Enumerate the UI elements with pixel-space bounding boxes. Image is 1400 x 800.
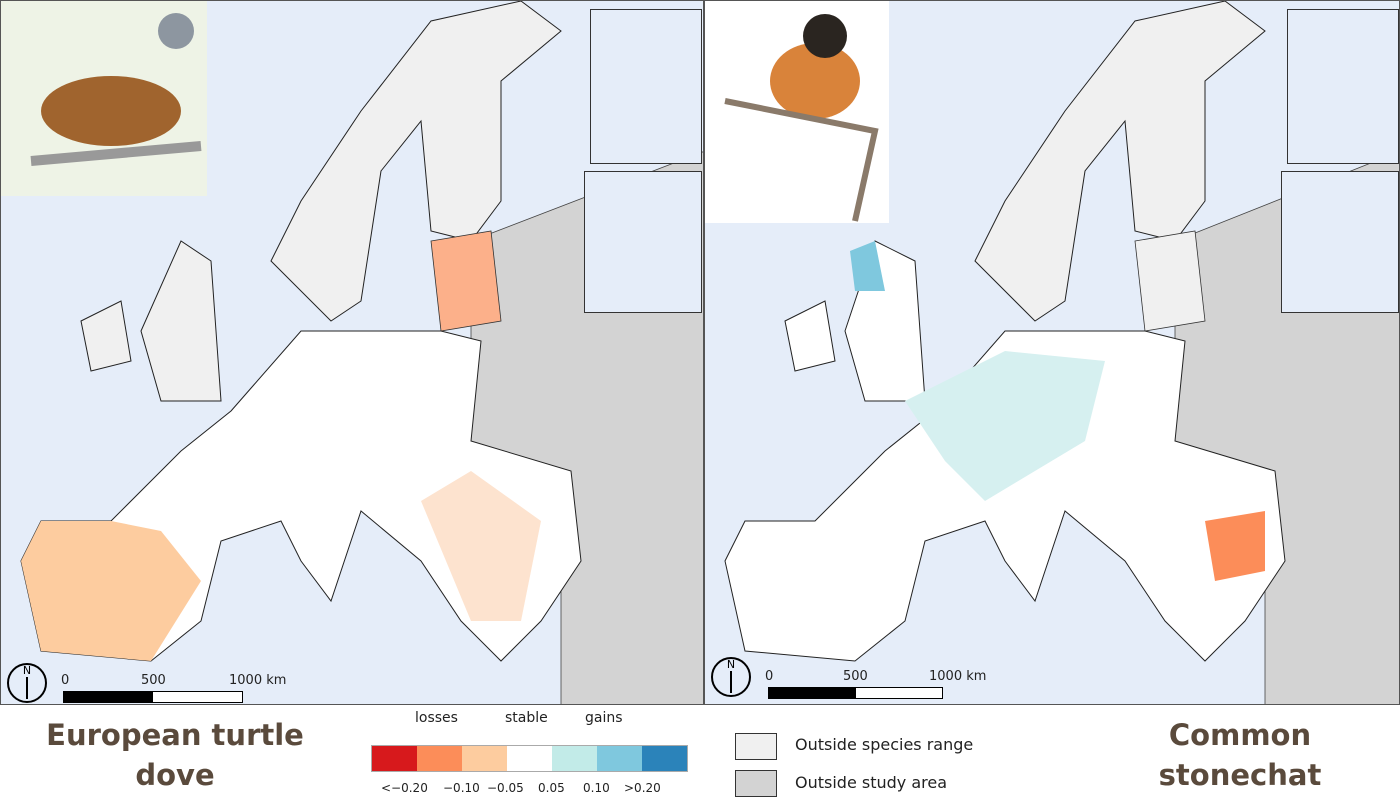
map-panel-stonechat: N 0 500 1000 km bbox=[704, 0, 1400, 705]
baltic-states bbox=[430, 230, 502, 332]
british-isles bbox=[784, 240, 926, 402]
north-arrow-icon: N bbox=[711, 657, 751, 697]
turtle-dove-illustration bbox=[1, 1, 207, 196]
legend-tick: −0.05 bbox=[487, 781, 524, 795]
scale-bar bbox=[63, 691, 243, 703]
color-swatch-3 bbox=[507, 746, 552, 771]
scale-label-500: 500 bbox=[843, 669, 868, 684]
species-title-turtle-dove: European turtle dove bbox=[46, 718, 304, 792]
species-title-stonechat: Common stonechat bbox=[1158, 718, 1322, 792]
color-swatch-6 bbox=[642, 746, 687, 771]
scale-bar bbox=[768, 687, 943, 699]
outside-range-label: Outside species range bbox=[795, 735, 974, 754]
continental-europe bbox=[724, 330, 1286, 662]
legend-tick: <−0.20 bbox=[381, 781, 428, 795]
outside-study-swatch bbox=[735, 770, 777, 797]
inset-canary-islands bbox=[1281, 171, 1399, 313]
legend-header-gains: gains bbox=[585, 710, 623, 726]
color-swatch-0 bbox=[372, 746, 417, 771]
legend-tick: 0.10 bbox=[583, 781, 610, 795]
map-panel-turtle-dove: N 0 500 1000 km bbox=[0, 0, 704, 705]
outside-range-swatch bbox=[735, 733, 777, 760]
north-label: N bbox=[22, 664, 32, 677]
legend-tick: −0.10 bbox=[443, 781, 480, 795]
legend-tick: 0.05 bbox=[538, 781, 565, 795]
balkans-losses bbox=[421, 471, 541, 621]
scotland-gains bbox=[850, 241, 885, 291]
scale-label-0: 0 bbox=[765, 669, 774, 684]
inset-azores bbox=[1287, 9, 1399, 164]
baltic-states bbox=[1134, 230, 1206, 332]
iberia-losses bbox=[21, 521, 201, 661]
british-isles bbox=[80, 240, 222, 402]
north-label: N bbox=[726, 658, 736, 671]
central-europe-gains bbox=[905, 351, 1105, 501]
scale-label-500: 500 bbox=[141, 673, 166, 688]
color-swatch-1 bbox=[417, 746, 462, 771]
legend-tick: >0.20 bbox=[624, 781, 661, 795]
color-scale bbox=[371, 745, 688, 772]
scandinavia bbox=[974, 1, 1266, 322]
bulgaria-losses bbox=[1205, 511, 1265, 581]
inset-canary-islands bbox=[584, 171, 702, 313]
color-swatch-4 bbox=[552, 746, 597, 771]
scandinavia bbox=[270, 1, 562, 322]
legend-header-stable: stable bbox=[505, 710, 548, 726]
scale-label-1000: 1000 km bbox=[229, 673, 287, 688]
stonechat-illustration bbox=[705, 1, 889, 223]
color-swatch-2 bbox=[462, 746, 507, 771]
legend-header-losses: losses bbox=[415, 710, 458, 726]
north-arrow-icon: N bbox=[7, 663, 47, 703]
scale-label-1000: 1000 km bbox=[929, 669, 987, 684]
color-swatch-5 bbox=[597, 746, 642, 771]
outside-study-label: Outside study area bbox=[795, 773, 948, 792]
inset-azores bbox=[590, 9, 702, 164]
scale-label-0: 0 bbox=[61, 673, 70, 688]
